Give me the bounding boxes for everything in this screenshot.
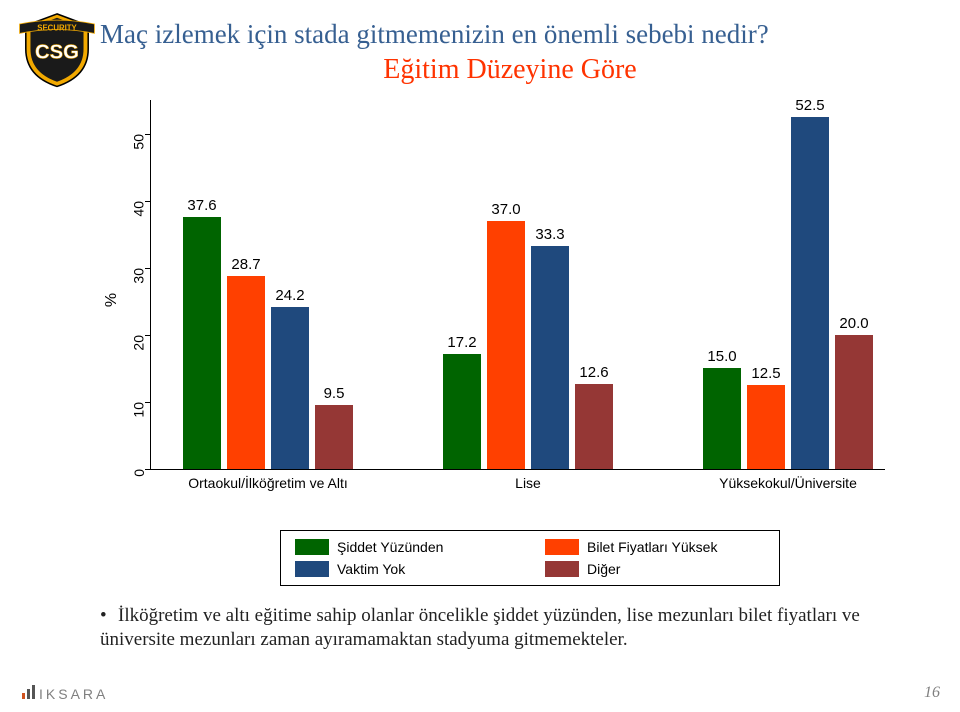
- bar-value-label: 20.0: [839, 315, 868, 332]
- bar-chart: % 0102030405037.628.724.29.5Ortaokul/İlk…: [95, 100, 885, 500]
- bar-value-label: 37.6: [187, 197, 216, 214]
- legend-label: Şiddet Yüzünden: [337, 539, 443, 555]
- bar: 12.5: [747, 385, 785, 469]
- footer-brand: IKSARA: [22, 685, 108, 702]
- bar: 17.2: [443, 354, 481, 469]
- legend-item: Bilet Fiyatları Yüksek: [545, 539, 765, 555]
- bar-value-label: 52.5: [795, 97, 824, 114]
- y-tick-label: 40: [131, 201, 147, 217]
- footer-brand-icon: [22, 685, 35, 699]
- brand-logo: SECURITY CSG CSG: [18, 10, 96, 88]
- footer-brand-text: IKSARA: [39, 686, 108, 702]
- legend: Şiddet Yüzünden Bilet Fiyatları Yüksek Vak…: [280, 530, 780, 586]
- legend-swatch: [295, 561, 329, 577]
- svg-text:CSG: CSG: [35, 41, 79, 63]
- bar: 20.0: [835, 335, 873, 469]
- page-number: 16: [924, 684, 940, 702]
- title-line-2: Eğitim Düzeyine Göre: [100, 54, 920, 86]
- bar-value-label: 15.0: [707, 348, 736, 365]
- legend-label: Bilet Fiyatları Yüksek: [587, 539, 717, 555]
- svg-text:SECURITY: SECURITY: [37, 23, 77, 32]
- x-category-label: Yüksekokul/Üniversite: [719, 475, 857, 491]
- bar-value-label: 12.5: [751, 365, 780, 382]
- legend-label: Diğer: [587, 561, 620, 577]
- bar-value-label: 12.6: [579, 364, 608, 381]
- slide-page: SECURITY CSG CSG Maç izlemek için stada …: [0, 0, 960, 712]
- y-tick: 0: [141, 469, 151, 470]
- bar-value-label: 24.2: [275, 287, 304, 304]
- legend-item: Vaktim Yok: [295, 561, 515, 577]
- y-tick-label: 0: [131, 469, 147, 477]
- bar-group: 15.012.552.520.0Yüksekokul/Üniversite: [703, 100, 873, 469]
- y-tick-label: 20: [131, 335, 147, 351]
- legend-swatch: [545, 539, 579, 555]
- y-tick: 20: [141, 335, 151, 336]
- bar-value-label: 17.2: [447, 334, 476, 351]
- y-tick-label: 50: [131, 134, 147, 150]
- bar: 12.6: [575, 384, 613, 469]
- y-tick: 50: [141, 134, 151, 135]
- x-category-label: Lise: [515, 475, 541, 491]
- title-line-1: Maç izlemek için stada gitmemenizin en ö…: [100, 18, 920, 52]
- bar: 24.2: [271, 307, 309, 469]
- y-tick: 40: [141, 201, 151, 202]
- bar: 37.6: [183, 217, 221, 469]
- legend-item: Şiddet Yüzünden: [295, 539, 515, 555]
- legend-item: Diğer: [545, 561, 765, 577]
- bar-group: 17.237.033.312.6Lise: [443, 100, 613, 469]
- y-tick: 30: [141, 268, 151, 269]
- bar: 28.7: [227, 276, 265, 469]
- legend-swatch: [545, 561, 579, 577]
- plot-region: 0102030405037.628.724.29.5Ortaokul/İlköğ…: [150, 100, 885, 470]
- title-block: Maç izlemek için stada gitmemenizin en ö…: [100, 18, 920, 86]
- bar: 52.5: [791, 117, 829, 469]
- y-axis-label: %: [103, 293, 121, 307]
- bar-value-label: 33.3: [535, 226, 564, 243]
- bar: 33.3: [531, 246, 569, 469]
- bar-value-label: 9.5: [324, 385, 345, 402]
- bar-value-label: 37.0: [491, 201, 520, 218]
- legend-label: Vaktim Yok: [337, 561, 405, 577]
- bar-group: 37.628.724.29.5Ortaokul/İlköğretim ve Al…: [183, 100, 353, 469]
- bar-value-label: 28.7: [231, 256, 260, 273]
- bullet-text: •İlköğretim ve altı eğitime sahip olanla…: [100, 604, 900, 653]
- bar: 9.5: [315, 405, 353, 469]
- bullet-marker: •: [100, 604, 118, 628]
- bar: 37.0: [487, 221, 525, 469]
- y-tick: 10: [141, 402, 151, 403]
- y-tick-label: 10: [131, 402, 147, 418]
- bullet-content: İlköğretim ve altı eğitime sahip olanlar…: [100, 605, 860, 650]
- y-tick-label: 30: [131, 268, 147, 284]
- bar: 15.0: [703, 368, 741, 469]
- legend-swatch: [295, 539, 329, 555]
- x-category-label: Ortaokul/İlköğretim ve Altı: [188, 475, 348, 491]
